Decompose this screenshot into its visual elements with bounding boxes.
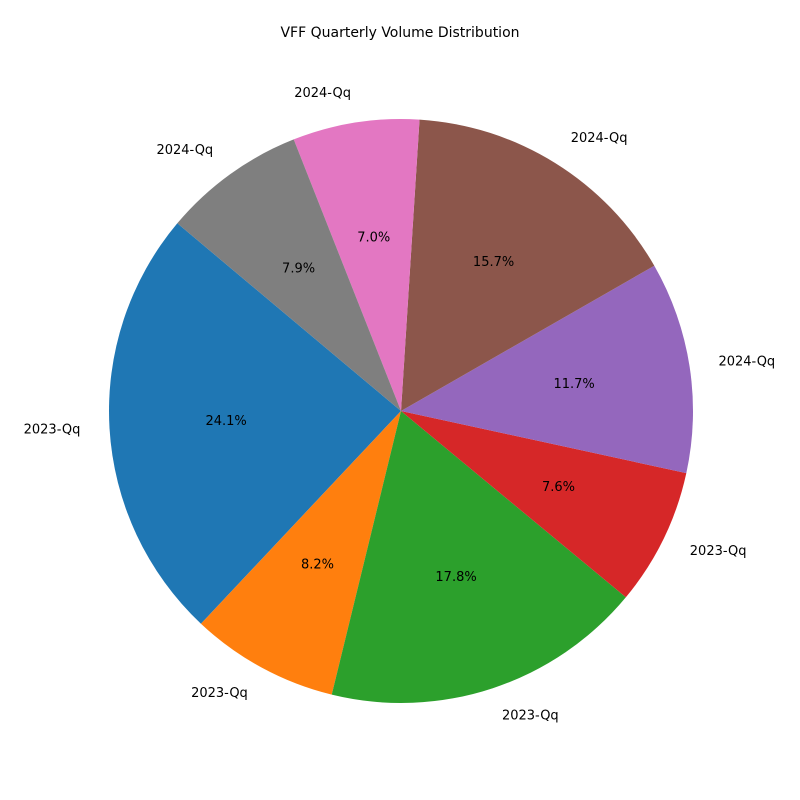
pie-slice-label-7: 2024-Qq [156, 143, 213, 158]
pie-slice-percent-1: 8.2% [301, 558, 334, 573]
pie-percent-labels: 24.1% 8.2% 17.8% 7.6% 11.7% 15.7% 7.0% 7.9% [205, 230, 594, 584]
pie-slice-percent-6: 7.0% [357, 230, 390, 245]
pie-slice-label-3: 2023-Qq [690, 544, 747, 559]
pie-slice-label-4: 2024-Qq [718, 354, 775, 369]
pie-slice-percent-0: 24.1% [205, 414, 246, 429]
pie-slice-percent-2: 17.8% [435, 570, 476, 585]
pie-labels: 2023-Qq 2023-Qq 2023-Qq 2023-Qq 2024-Qq 2024-… [24, 86, 776, 723]
pie-slice-percent-4: 11.7% [553, 377, 594, 392]
pie-slice-1 [200, 411, 401, 695]
pie-slice-percent-5: 15.7% [473, 255, 514, 270]
pie-slice-label-1: 2023-Qq [191, 686, 248, 701]
pie-slice-4 [401, 265, 694, 474]
pie-slice-label-0: 2023-Qq [24, 422, 81, 437]
pie-slice-label-2: 2023-Qq [502, 708, 559, 723]
pie-slice-label-5: 2024-Qq [571, 131, 628, 146]
chart-title: VFF Quarterly Volume Distribution [280, 25, 519, 41]
pie-slice-percent-7: 7.9% [282, 261, 315, 276]
pie-slices [109, 119, 694, 704]
pie-slice-7 [177, 139, 401, 411]
pie-slice-2 [331, 411, 626, 704]
pie-slice-5 [401, 119, 655, 411]
pie-slice-label-6: 2024-Qq [294, 86, 351, 101]
pie-slice-3 [401, 411, 687, 598]
pie-slice-0 [109, 223, 401, 624]
pie-slice-percent-3: 7.6% [542, 480, 575, 495]
pie-slice-6 [293, 119, 420, 411]
